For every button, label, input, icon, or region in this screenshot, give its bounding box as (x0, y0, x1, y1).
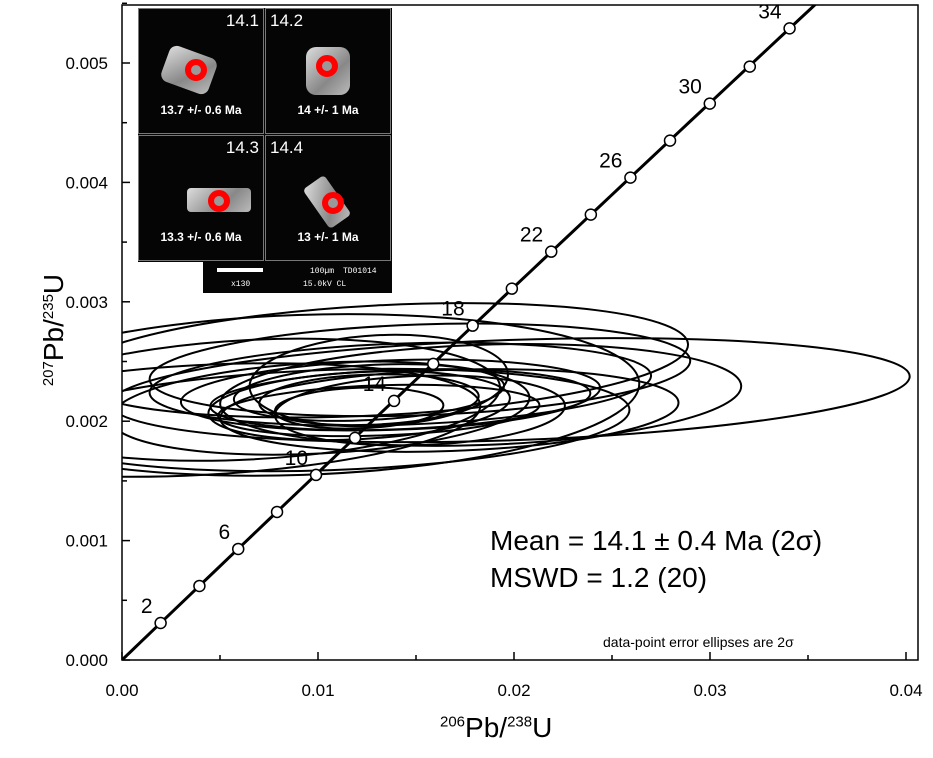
error-ellipse (122, 337, 501, 462)
scale-bar (217, 268, 263, 272)
zircon-cell-14-4: 14.4 13 +/- 1 Ma (265, 135, 391, 261)
spot-id: 14.1 (225, 11, 259, 30)
age-marker (743, 60, 757, 73)
x-tick-label: 0.04 (889, 681, 922, 700)
analysis-spot (316, 55, 338, 77)
age-label: 18 (441, 298, 464, 321)
y-tick-label: 0.003 (65, 293, 108, 312)
age-marker (505, 282, 519, 295)
magnification: x130 (231, 280, 251, 289)
age-label: 26 (599, 150, 622, 173)
sample-id: TD01014 (343, 267, 377, 276)
age-marker (231, 542, 245, 556)
x-tick-label: 0.01 (301, 681, 334, 700)
age-marker (783, 22, 796, 35)
age-label: 34 (758, 0, 782, 23)
x-axis-label: 206Pb/238U (440, 712, 553, 743)
zircon-cell-14-2: 14.2 14 +/- 1 Ma (265, 8, 391, 134)
y-tick-label: 0.002 (65, 412, 108, 431)
age-marker (270, 505, 284, 519)
x-tick-label: 0.02 (497, 681, 530, 700)
error-ellipse (217, 383, 541, 438)
age-marker (154, 616, 167, 630)
age-label: 22 (520, 224, 543, 247)
age-marker (624, 171, 637, 184)
zircon-cell-14-3: 14.3 13.3 +/- 0.6 Ma (138, 135, 264, 261)
age-marker (703, 97, 717, 110)
x-tick-label: 0.00 (105, 681, 138, 700)
age-marker (544, 245, 558, 258)
y-tick-label: 0.005 (65, 54, 108, 73)
mean-age-annotation: Mean = 14.1 ± 0.4 Ma (2σ) (490, 525, 823, 556)
scale-length: 100µm (310, 267, 335, 276)
zircon-cell-14-1: 14.1 13.7 +/- 0.6 Ma (138, 8, 264, 134)
age-label: 10 (285, 447, 308, 470)
spot-id: 14.4 (270, 138, 304, 157)
analysis-spot (322, 192, 344, 214)
spot-id: 14.3 (225, 138, 259, 157)
analysis-spot (185, 59, 207, 81)
error-ellipse (122, 313, 641, 477)
spot-age: 14 +/- 1 Ma (297, 103, 359, 117)
age-label: 2 (141, 595, 153, 618)
plot-frame (121, 4, 919, 661)
ellipse-note: data-point error ellipses are 2σ (603, 634, 794, 650)
error-ellipse (122, 337, 911, 444)
y-tick-label: 0.000 (65, 651, 108, 670)
spot-age: 13.7 +/- 0.6 Ma (160, 103, 242, 117)
age-marker (193, 579, 206, 593)
mswd-annotation: MSWD = 1.2 (20) (490, 562, 708, 593)
scale-bar-panel: 100µm TD01014 x130 15.0kV CL (203, 262, 392, 293)
spot-id: 14.2 (270, 11, 304, 30)
y-axis-label: 207Pb/235U (38, 273, 70, 387)
x-tick-label: 0.03 (693, 681, 726, 700)
y-tick-label: 0.001 (65, 532, 108, 551)
beam-settings: 15.0kV CL (303, 280, 347, 289)
analysis-spot (208, 190, 230, 212)
age-marker (584, 208, 598, 221)
error-ellipse (219, 342, 743, 447)
age-marker (426, 357, 440, 371)
age-marker (348, 431, 362, 445)
spot-age: 13.3 +/- 0.6 Ma (160, 230, 242, 244)
spot-age: 13 +/- 1 Ma (297, 230, 359, 244)
age-marker (663, 134, 677, 147)
age-marker (387, 394, 401, 408)
age-marker (309, 468, 323, 482)
zircon-cl-inset: 14.1 13.7 +/- 0.6 Ma 14.2 14 +/- 1 Ma 14… (138, 8, 392, 262)
error-ellipse (122, 367, 631, 473)
age-label: 6 (219, 521, 231, 544)
age-label: 30 (678, 76, 701, 99)
age-label: 14 (363, 373, 387, 396)
y-tick-label: 0.004 (65, 173, 108, 192)
age-marker (466, 319, 479, 332)
